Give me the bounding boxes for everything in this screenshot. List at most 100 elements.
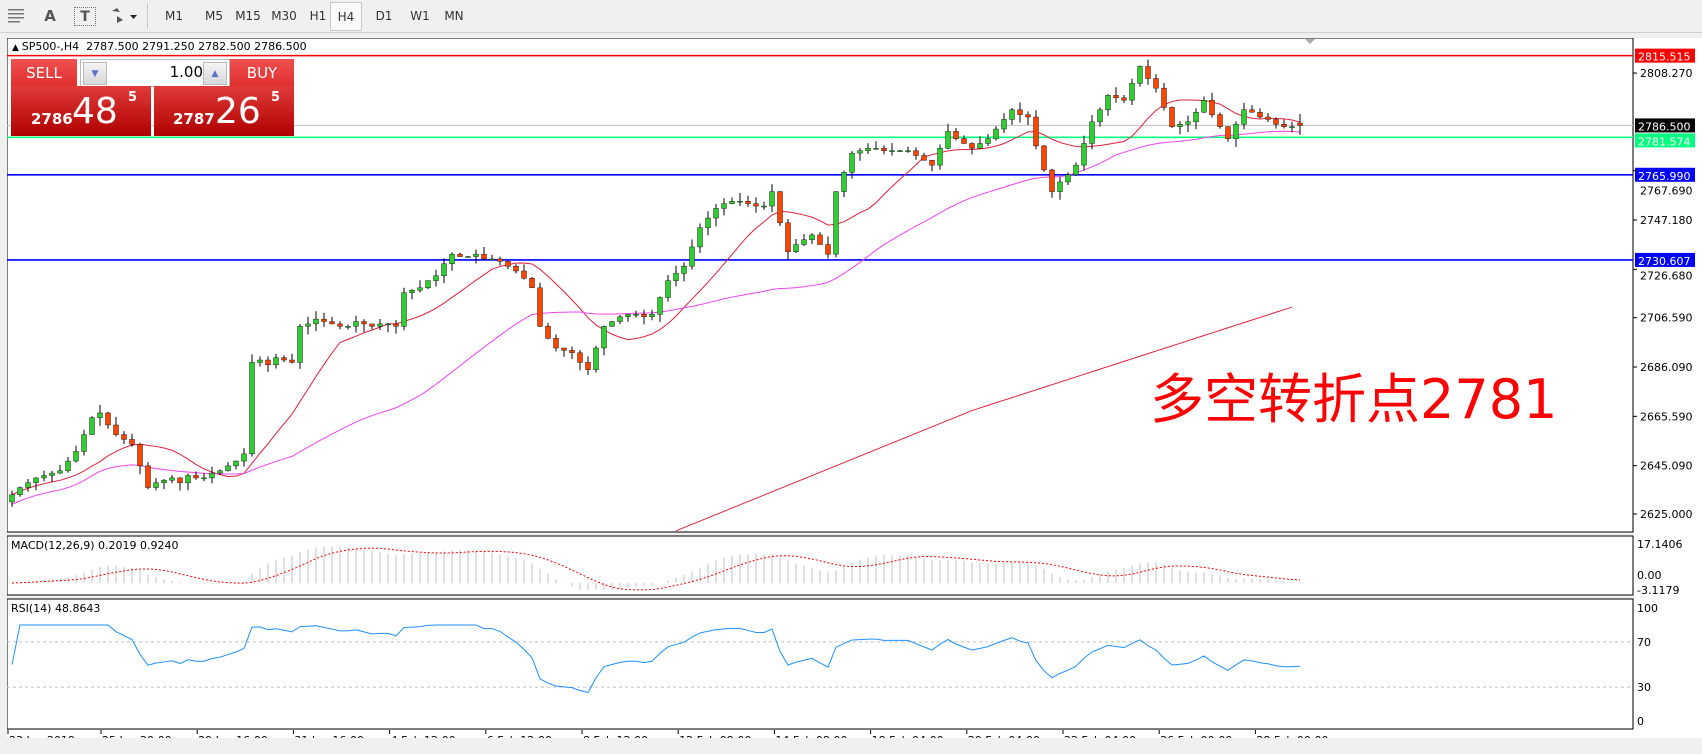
buy-button[interactable]: BUY <box>230 59 294 87</box>
candle <box>497 256 503 266</box>
timeframe-m5-button[interactable]: M5 <box>205 9 223 23</box>
candle-body <box>369 323 375 327</box>
text-tool[interactable]: A <box>44 7 56 25</box>
candle-body <box>401 292 407 327</box>
candle-body <box>929 160 935 166</box>
candle-body <box>1057 181 1063 192</box>
candle <box>105 411 111 429</box>
time-tick-label: 26 Feb 00:00 <box>1160 734 1232 738</box>
candle-body <box>801 239 807 245</box>
timeframe-m1-button[interactable]: M1 <box>165 9 183 23</box>
candle-body <box>305 323 311 327</box>
timeframe-w1-button[interactable]: W1 <box>410 9 430 23</box>
price-label-1: 2786.500 <box>1635 118 1695 133</box>
candle-body <box>721 203 727 209</box>
decrease-quantity-button[interactable]: ▼ <box>83 62 107 85</box>
candle <box>393 320 399 334</box>
candle-body <box>1033 116 1039 147</box>
candle-body <box>881 148 887 151</box>
candle <box>545 322 551 340</box>
candle <box>673 265 679 287</box>
candle-body <box>281 357 287 361</box>
candle <box>457 252 463 257</box>
candle <box>1089 115 1095 150</box>
candle <box>1201 96 1207 113</box>
arrows-dropdown-icon[interactable] <box>108 6 140 26</box>
buy-price-button[interactable]: 2787 26 5 <box>154 86 294 136</box>
candle <box>617 315 623 325</box>
sell-price-fraction: 5 <box>128 90 138 105</box>
candle <box>657 296 663 322</box>
chart-annotation-text[interactable]: 多空转折点2781 <box>1150 368 1558 431</box>
candle <box>201 472 207 482</box>
candle-body <box>537 287 543 327</box>
candle-body <box>793 244 799 252</box>
candle-body <box>1217 114 1223 127</box>
chart-shift-marker[interactable] <box>1305 39 1315 44</box>
candle <box>1113 87 1119 103</box>
candle-body <box>857 150 863 154</box>
sell-price-button[interactable]: 2786 48 5 <box>11 86 151 136</box>
timeframe-h1-button[interactable]: H1 <box>309 9 327 23</box>
candle-body <box>153 482 159 488</box>
candle-body <box>953 131 959 139</box>
quantity-input[interactable]: 1.00 <box>169 63 203 81</box>
candle-body <box>745 201 751 204</box>
candle-body <box>1049 169 1055 192</box>
candle-body <box>265 359 271 366</box>
macd-tick-label: 17.1406 <box>1637 538 1683 551</box>
price-label-bg <box>1635 167 1695 182</box>
candle-body <box>1105 95 1111 110</box>
candle-body <box>1225 126 1231 139</box>
candle <box>713 203 719 227</box>
candle-body <box>937 148 943 166</box>
candle <box>233 460 239 470</box>
candle-body <box>329 321 335 325</box>
candle <box>705 211 711 236</box>
candle-body <box>169 477 175 481</box>
chart-canvas[interactable]: 2815.515 2786.500 2781.574 2765.990 2730.607… <box>6 37 1702 747</box>
timeframe-mn-button[interactable]: MN <box>444 9 464 23</box>
timeframe-m15-button[interactable]: M15 <box>235 9 261 23</box>
candle <box>833 191 839 258</box>
candle <box>337 321 343 330</box>
candle <box>449 252 455 271</box>
candle <box>985 134 991 146</box>
candle-body <box>705 217 711 228</box>
candle-body <box>473 253 479 257</box>
candle <box>529 276 535 289</box>
timeframe-m30-button[interactable]: M30 <box>271 9 297 23</box>
candle-body <box>33 477 39 483</box>
candle <box>41 470 47 482</box>
timeframe-d1-button[interactable]: D1 <box>375 9 393 23</box>
candle-body <box>553 338 559 349</box>
candle <box>217 469 223 475</box>
candle <box>1209 92 1215 118</box>
increase-quantity-button[interactable]: ▲ <box>203 62 227 85</box>
candle <box>377 318 383 331</box>
candle-body <box>481 253 487 260</box>
candle <box>49 470 55 483</box>
price-tick-label: 2808.270 <box>1640 67 1693 80</box>
candle-body <box>753 203 759 207</box>
candle <box>873 141 879 150</box>
text-label-tool[interactable]: T <box>74 7 96 26</box>
candle-body <box>425 280 431 289</box>
fibonacci-fan-icon[interactable] <box>6 6 28 26</box>
price-label-bg <box>1635 118 1695 133</box>
timeframe-h4-button[interactable]: H4 <box>330 2 362 31</box>
candle <box>209 466 215 484</box>
collapse-triangle-icon[interactable]: ▲ <box>12 43 22 53</box>
candle-body <box>1185 121 1191 125</box>
candle <box>537 282 543 328</box>
rsi-tick-label: 70 <box>1637 636 1651 649</box>
candle-body <box>1009 109 1015 120</box>
sell-button[interactable]: SELL <box>11 59 77 87</box>
price-label-0: 2815.515 <box>1635 48 1695 64</box>
candle <box>353 315 359 333</box>
candle <box>1041 145 1047 172</box>
candle <box>249 354 255 457</box>
candle <box>329 316 335 325</box>
candle-body <box>145 465 151 488</box>
candle <box>65 456 71 473</box>
